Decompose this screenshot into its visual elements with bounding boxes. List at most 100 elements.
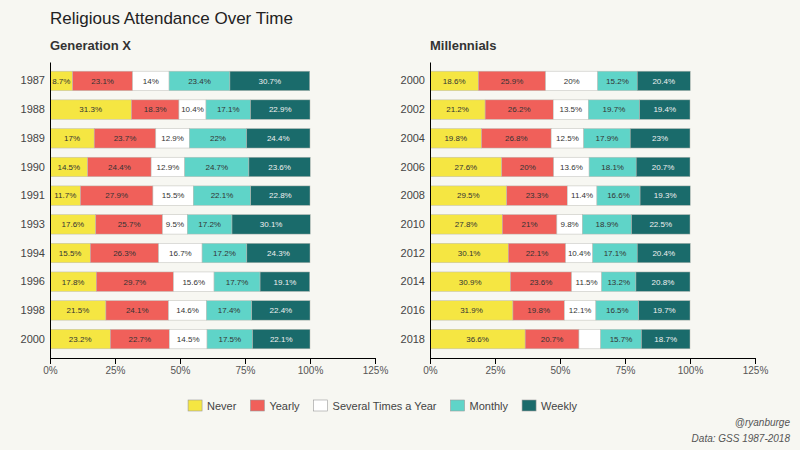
data-label: 23.1% xyxy=(91,77,114,86)
data-label: 27.8% xyxy=(455,220,478,229)
tick: 2004 xyxy=(401,132,425,144)
legend-item: Weekly xyxy=(522,400,577,412)
tick-mark xyxy=(245,358,246,364)
tick-label: 2002 xyxy=(401,103,425,115)
data-label: 17.1% xyxy=(217,105,240,114)
annotation: @ryanburge xyxy=(735,417,791,428)
tick: 1998 xyxy=(21,304,45,316)
legend: NeverYearlySeveral Times a YearMonthlyWe… xyxy=(188,400,577,412)
x-axis: 0%25%50%75%100%125% xyxy=(43,358,388,376)
bar xyxy=(601,329,642,349)
tick-label: 2008 xyxy=(401,189,425,201)
bar xyxy=(207,329,253,349)
legend-swatch xyxy=(188,400,202,411)
tick-label: 125% xyxy=(363,365,389,376)
tick-label: 2004 xyxy=(401,132,425,144)
data-label: 23.3% xyxy=(526,191,549,200)
y-axis: 1987198819891990199119931994199619982000 xyxy=(21,63,51,359)
data-label: 30.1% xyxy=(458,249,481,258)
bar xyxy=(110,329,169,349)
tick-mark xyxy=(310,358,311,364)
axis-line xyxy=(51,359,376,365)
bar xyxy=(579,329,601,349)
bar xyxy=(637,243,690,263)
bar xyxy=(430,272,510,292)
bar xyxy=(589,157,636,177)
bar xyxy=(553,100,588,120)
tick-label: 75% xyxy=(235,365,255,376)
tick-label: 1988 xyxy=(21,103,45,115)
axis-line xyxy=(430,63,431,359)
data-label: 15.7% xyxy=(610,335,633,344)
data-label: 26.8% xyxy=(505,134,528,143)
data-label: 11.4% xyxy=(571,191,593,200)
data-label: 13.5% xyxy=(559,105,582,114)
bar xyxy=(206,100,250,120)
data-label: 17.2% xyxy=(198,220,221,229)
bar xyxy=(50,272,96,292)
data-label: 19.3% xyxy=(654,191,677,200)
data-label: 21% xyxy=(522,220,538,229)
data-label: 17.7% xyxy=(226,278,249,287)
data-label: 19.7% xyxy=(653,306,676,315)
data-label: 27.9% xyxy=(105,191,128,200)
tick: 1994 xyxy=(21,247,45,259)
series xyxy=(630,71,690,349)
data-label: 18.7% xyxy=(654,335,677,344)
bar xyxy=(485,100,553,120)
tick-label: 50% xyxy=(550,365,570,376)
bar xyxy=(73,71,133,91)
bar xyxy=(214,272,260,292)
panel: 18.6%21.2%19.8%27.6%29.5%27.8%30.1%30.9%… xyxy=(401,63,769,377)
legend-label: Monthly xyxy=(470,400,509,412)
tick-label: 25% xyxy=(105,365,125,376)
data-label: 20.7% xyxy=(652,163,675,172)
data-label: 25.7% xyxy=(118,220,141,229)
x-axis: 0%25%50%75%100%125% xyxy=(423,358,768,376)
tick-mark xyxy=(625,358,626,364)
data-label: 17.9% xyxy=(596,134,619,143)
tick: 2012 xyxy=(401,247,425,259)
bar xyxy=(185,157,249,177)
data-label: 12.1% xyxy=(569,306,592,315)
axis-line xyxy=(431,359,756,365)
tick-label: 0% xyxy=(423,365,438,376)
bar xyxy=(502,215,557,235)
bar xyxy=(567,186,597,206)
tick: 2014 xyxy=(401,275,425,287)
bar xyxy=(582,215,631,235)
data-label: 12.5% xyxy=(556,134,579,143)
data-label: 9.8% xyxy=(561,220,579,229)
bar xyxy=(502,157,554,177)
data-label: 18.9% xyxy=(596,220,619,229)
tick-mark xyxy=(755,358,756,364)
legend-label: Yearly xyxy=(269,400,300,412)
tick: 2008 xyxy=(401,189,425,201)
tick: 125% xyxy=(743,358,769,376)
data-label: 14.5% xyxy=(177,335,200,344)
data-label: 26.2% xyxy=(508,105,531,114)
bar xyxy=(430,129,481,149)
data-label: 19.8% xyxy=(527,306,550,315)
tick-label: 1994 xyxy=(21,247,45,259)
data-label: 30.7% xyxy=(258,77,281,86)
bar xyxy=(596,301,639,321)
bar xyxy=(202,243,247,263)
data-label: 10.4% xyxy=(181,105,204,114)
bar xyxy=(189,129,246,149)
title: Religious Attendance Over Time xyxy=(50,9,293,28)
tick-label: 100% xyxy=(298,365,324,376)
bar xyxy=(554,157,589,177)
bar xyxy=(641,329,690,349)
data-label: 23.6% xyxy=(268,163,291,172)
data-label: 17.2% xyxy=(213,249,236,258)
data-label: 29.7% xyxy=(124,278,147,287)
tick-label: 2010 xyxy=(401,218,425,230)
tick: 100% xyxy=(298,358,324,376)
tick-mark xyxy=(180,358,181,364)
data-label: 13.2% xyxy=(607,278,630,287)
bars xyxy=(430,71,690,349)
bar xyxy=(584,129,631,149)
data-label: 19.7% xyxy=(603,105,626,114)
bar xyxy=(253,329,310,349)
